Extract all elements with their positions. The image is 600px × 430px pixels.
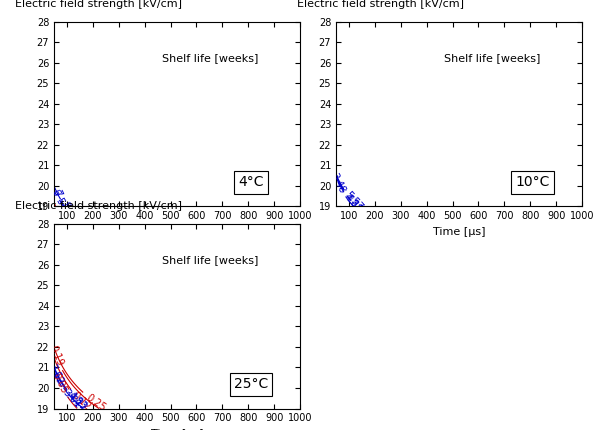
Text: 3.62: 3.62 [47,362,65,386]
Text: 3.01: 3.01 [61,388,82,411]
X-axis label: Time [μs]: Time [μs] [433,227,485,237]
Text: 5.57: 5.57 [343,190,364,213]
Text: Electric field strength [kV/cm]: Electric field strength [kV/cm] [296,0,464,9]
Text: 4.88: 4.88 [343,191,364,214]
Text: 8: 8 [59,201,71,212]
Text: Shelf life [weeks]: Shelf life [weeks] [162,53,259,64]
X-axis label: Time [μs]: Time [μs] [151,227,203,237]
Text: 0.19: 0.19 [47,344,64,368]
Text: 4.22: 4.22 [67,391,89,413]
Text: 3.48: 3.48 [329,171,347,195]
Text: 0.05: 0.05 [50,371,69,395]
Text: 7: 7 [51,188,62,198]
Text: 4°C: 4°C [238,175,263,189]
X-axis label: Time [μs]: Time [μs] [151,429,203,430]
Text: Electric field strength [kV/cm]: Electric field strength [kV/cm] [14,0,182,9]
Text: 4.18: 4.18 [343,193,364,216]
Text: 5: 5 [53,196,65,207]
Text: 6: 6 [50,188,62,198]
Text: 10°C: 10°C [515,175,550,189]
Text: Electric field strength [kV/cm]: Electric field strength [kV/cm] [14,201,182,211]
Text: 4.83: 4.83 [67,390,89,412]
Text: 0.12: 0.12 [70,390,93,412]
Text: Shelf life [weeks]: Shelf life [weeks] [444,53,541,64]
Text: 25°C: 25°C [233,378,268,391]
Text: Shelf life [weeks]: Shelf life [weeks] [162,255,259,266]
Text: 0.25: 0.25 [84,392,107,413]
